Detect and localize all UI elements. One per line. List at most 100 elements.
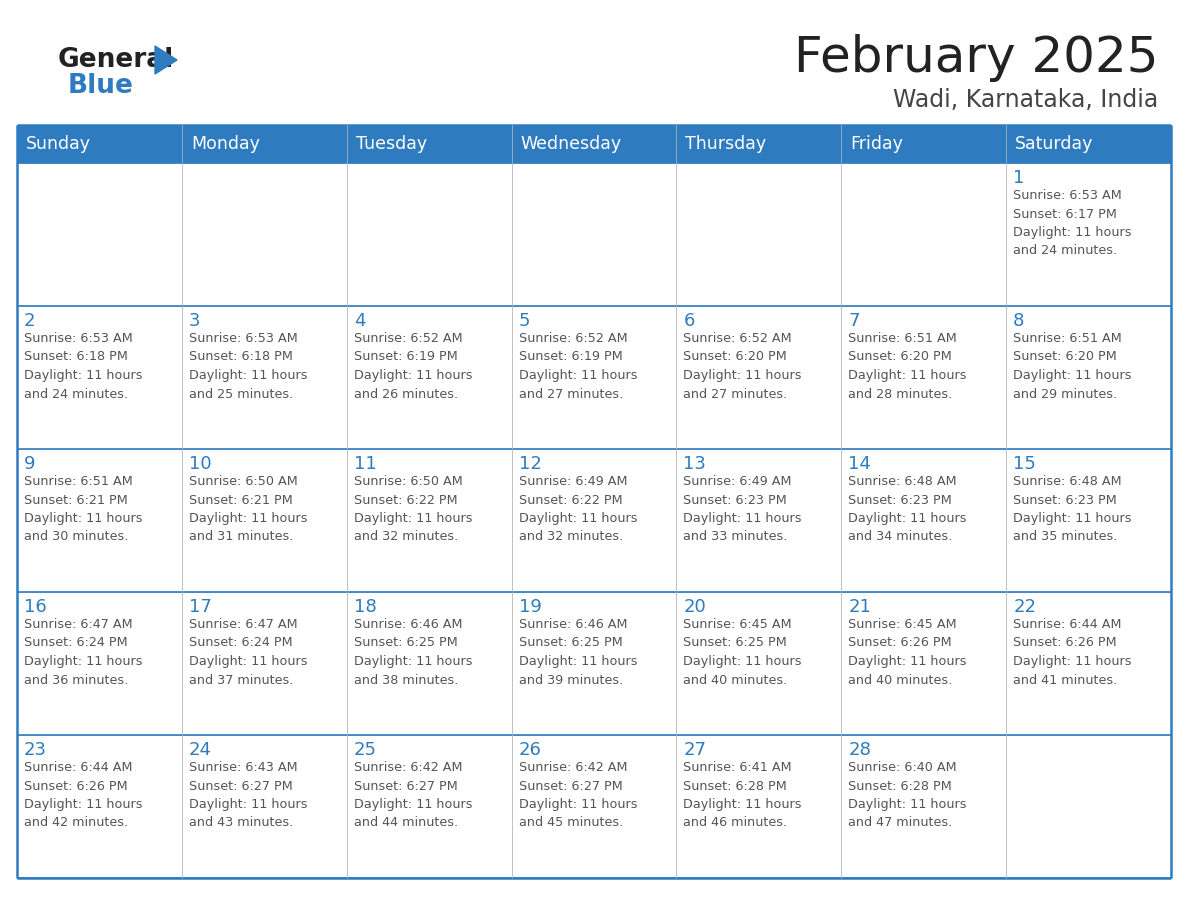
Text: Sunrise: 6:45 AM: Sunrise: 6:45 AM <box>848 618 956 631</box>
Text: Blue: Blue <box>68 73 134 99</box>
Text: Sunset: 6:27 PM: Sunset: 6:27 PM <box>354 779 457 792</box>
Text: and 29 minutes.: and 29 minutes. <box>1013 387 1117 400</box>
Text: Daylight: 11 hours: Daylight: 11 hours <box>683 512 802 525</box>
Text: and 26 minutes.: and 26 minutes. <box>354 387 457 400</box>
Text: Sunset: 6:20 PM: Sunset: 6:20 PM <box>683 351 788 364</box>
Text: 11: 11 <box>354 455 377 473</box>
Text: Sunset: 6:23 PM: Sunset: 6:23 PM <box>1013 494 1117 507</box>
Text: Daylight: 11 hours: Daylight: 11 hours <box>683 369 802 382</box>
Text: and 44 minutes.: and 44 minutes. <box>354 816 457 830</box>
Text: Sunrise: 6:49 AM: Sunrise: 6:49 AM <box>519 475 627 488</box>
Text: Daylight: 11 hours: Daylight: 11 hours <box>683 798 802 811</box>
Text: and 40 minutes.: and 40 minutes. <box>683 674 788 687</box>
Text: Daylight: 11 hours: Daylight: 11 hours <box>354 798 472 811</box>
Text: and 36 minutes.: and 36 minutes. <box>24 674 128 687</box>
Text: General: General <box>58 47 175 73</box>
Text: and 25 minutes.: and 25 minutes. <box>189 387 293 400</box>
Text: Thursday: Thursday <box>685 135 766 153</box>
Text: Sunrise: 6:50 AM: Sunrise: 6:50 AM <box>189 475 298 488</box>
Text: Sunset: 6:25 PM: Sunset: 6:25 PM <box>519 636 623 650</box>
Text: Tuesday: Tuesday <box>355 135 426 153</box>
Text: Sunset: 6:28 PM: Sunset: 6:28 PM <box>848 779 952 792</box>
Text: 6: 6 <box>683 312 695 330</box>
Text: 28: 28 <box>848 741 871 759</box>
Text: Sunset: 6:23 PM: Sunset: 6:23 PM <box>848 494 952 507</box>
FancyBboxPatch shape <box>512 449 676 592</box>
Text: and 43 minutes.: and 43 minutes. <box>189 816 293 830</box>
Text: Sunrise: 6:51 AM: Sunrise: 6:51 AM <box>24 475 133 488</box>
FancyBboxPatch shape <box>512 592 676 735</box>
Text: 7: 7 <box>848 312 860 330</box>
Text: and 24 minutes.: and 24 minutes. <box>1013 244 1117 258</box>
Text: and 27 minutes.: and 27 minutes. <box>519 387 623 400</box>
FancyBboxPatch shape <box>347 163 512 306</box>
FancyBboxPatch shape <box>17 735 182 878</box>
Text: Wadi, Karnataka, India: Wadi, Karnataka, India <box>892 88 1158 112</box>
FancyBboxPatch shape <box>1006 449 1171 592</box>
FancyBboxPatch shape <box>347 125 512 163</box>
Text: Sunrise: 6:46 AM: Sunrise: 6:46 AM <box>354 618 462 631</box>
Text: 27: 27 <box>683 741 707 759</box>
Text: 15: 15 <box>1013 455 1036 473</box>
Text: and 27 minutes.: and 27 minutes. <box>683 387 788 400</box>
Text: and 39 minutes.: and 39 minutes. <box>519 674 623 687</box>
Text: Sunrise: 6:47 AM: Sunrise: 6:47 AM <box>189 618 297 631</box>
Text: Daylight: 11 hours: Daylight: 11 hours <box>848 369 967 382</box>
FancyBboxPatch shape <box>182 735 347 878</box>
FancyBboxPatch shape <box>182 163 347 306</box>
Text: Sunrise: 6:40 AM: Sunrise: 6:40 AM <box>848 761 956 774</box>
FancyBboxPatch shape <box>182 306 347 449</box>
Text: Daylight: 11 hours: Daylight: 11 hours <box>519 655 637 668</box>
Text: 25: 25 <box>354 741 377 759</box>
FancyBboxPatch shape <box>182 449 347 592</box>
Text: Daylight: 11 hours: Daylight: 11 hours <box>519 369 637 382</box>
Text: Daylight: 11 hours: Daylight: 11 hours <box>24 369 143 382</box>
Text: Daylight: 11 hours: Daylight: 11 hours <box>1013 226 1132 239</box>
Text: Sunset: 6:22 PM: Sunset: 6:22 PM <box>354 494 457 507</box>
FancyBboxPatch shape <box>512 735 676 878</box>
Text: Daylight: 11 hours: Daylight: 11 hours <box>189 512 308 525</box>
FancyBboxPatch shape <box>347 735 512 878</box>
FancyBboxPatch shape <box>1006 306 1171 449</box>
Text: Sunset: 6:26 PM: Sunset: 6:26 PM <box>848 636 952 650</box>
Text: 4: 4 <box>354 312 365 330</box>
Text: and 32 minutes.: and 32 minutes. <box>354 531 457 543</box>
Text: and 42 minutes.: and 42 minutes. <box>24 816 128 830</box>
Text: Sunset: 6:20 PM: Sunset: 6:20 PM <box>1013 351 1117 364</box>
Text: 5: 5 <box>519 312 530 330</box>
Text: Sunset: 6:17 PM: Sunset: 6:17 PM <box>1013 207 1117 220</box>
Text: 16: 16 <box>24 598 46 616</box>
FancyBboxPatch shape <box>676 306 841 449</box>
Text: and 35 minutes.: and 35 minutes. <box>1013 531 1118 543</box>
Text: Wednesday: Wednesday <box>520 135 621 153</box>
Text: Sunrise: 6:44 AM: Sunrise: 6:44 AM <box>24 761 133 774</box>
Text: Sunset: 6:19 PM: Sunset: 6:19 PM <box>519 351 623 364</box>
Text: Daylight: 11 hours: Daylight: 11 hours <box>848 512 967 525</box>
Text: Monday: Monday <box>191 135 260 153</box>
Text: 9: 9 <box>24 455 36 473</box>
FancyBboxPatch shape <box>841 306 1006 449</box>
Text: Daylight: 11 hours: Daylight: 11 hours <box>1013 512 1132 525</box>
Text: Sunset: 6:25 PM: Sunset: 6:25 PM <box>683 636 788 650</box>
Text: Sunset: 6:27 PM: Sunset: 6:27 PM <box>189 779 292 792</box>
Text: Sunrise: 6:46 AM: Sunrise: 6:46 AM <box>519 618 627 631</box>
Text: Sunset: 6:21 PM: Sunset: 6:21 PM <box>189 494 292 507</box>
FancyBboxPatch shape <box>17 163 182 306</box>
FancyBboxPatch shape <box>1006 163 1171 306</box>
FancyBboxPatch shape <box>182 125 347 163</box>
Text: Sunset: 6:18 PM: Sunset: 6:18 PM <box>189 351 292 364</box>
Text: 13: 13 <box>683 455 707 473</box>
Text: 23: 23 <box>24 741 48 759</box>
Text: 2: 2 <box>24 312 36 330</box>
Text: Daylight: 11 hours: Daylight: 11 hours <box>24 798 143 811</box>
FancyBboxPatch shape <box>676 125 841 163</box>
Text: Daylight: 11 hours: Daylight: 11 hours <box>848 655 967 668</box>
Text: February 2025: February 2025 <box>794 34 1158 82</box>
Text: Sunrise: 6:47 AM: Sunrise: 6:47 AM <box>24 618 133 631</box>
Text: and 38 minutes.: and 38 minutes. <box>354 674 459 687</box>
Text: Sunrise: 6:43 AM: Sunrise: 6:43 AM <box>189 761 297 774</box>
Text: Sunrise: 6:50 AM: Sunrise: 6:50 AM <box>354 475 462 488</box>
Text: 26: 26 <box>519 741 542 759</box>
Text: 3: 3 <box>189 312 201 330</box>
FancyBboxPatch shape <box>512 125 676 163</box>
